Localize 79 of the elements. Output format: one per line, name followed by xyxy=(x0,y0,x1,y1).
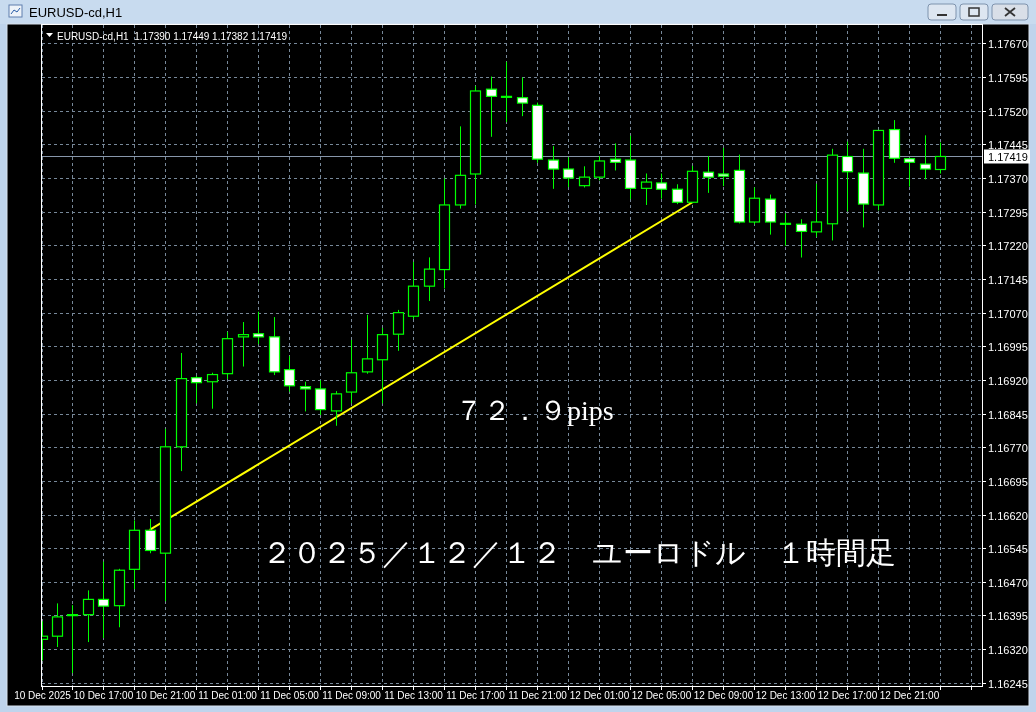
candlestick xyxy=(392,309,405,351)
candlestick xyxy=(717,147,730,187)
y-tick-label: 1.16920 xyxy=(988,374,1028,387)
x-tick-label: 11 Dec 09:00 xyxy=(322,690,382,701)
candlestick xyxy=(51,603,64,648)
candlestick xyxy=(299,381,312,412)
y-tick-label: 1.16545 xyxy=(988,542,1028,555)
y-tick-label: 1.17520 xyxy=(988,105,1028,118)
candlestick xyxy=(345,339,358,404)
y-tick-label: 1.17370 xyxy=(988,172,1028,185)
y-tick-label: 1.17595 xyxy=(988,71,1028,84)
candlestick xyxy=(671,184,684,205)
candlestick xyxy=(206,372,219,409)
candlestick xyxy=(144,519,157,554)
y-tick-label: 1.17445 xyxy=(988,138,1028,151)
x-tick-label: 11 Dec 01:00 xyxy=(198,690,258,701)
x-tick-label: 12 Dec 13:00 xyxy=(755,690,816,701)
x-tick-label: 10 Dec 17:00 xyxy=(73,690,134,701)
x-tick-label: 10 Dec 2025 xyxy=(14,690,72,701)
x-tick-label: 12 Dec 09:00 xyxy=(693,690,754,701)
annotation: ２０２５／１２／１２ ユーロドル １時間足 xyxy=(262,536,896,569)
candlestick xyxy=(810,183,823,237)
y-tick-label: 1.17145 xyxy=(988,273,1028,286)
candlestick xyxy=(330,391,343,426)
candlestick xyxy=(903,157,916,187)
ref-line-label: 1.17419 xyxy=(988,150,1028,163)
x-tick-label: 12 Dec 05:00 xyxy=(631,690,692,701)
candlestick xyxy=(283,356,296,392)
candlestick xyxy=(562,157,575,188)
y-tick-label: 1.17220 xyxy=(988,239,1028,252)
x-tick-label: 11 Dec 17:00 xyxy=(446,690,506,701)
y-tick-label: 1.17295 xyxy=(988,206,1028,219)
y-tick-label: 1.16620 xyxy=(988,509,1028,522)
y-tick-label: 1.16245 xyxy=(988,677,1028,690)
candlestick xyxy=(578,166,591,188)
candlestick xyxy=(795,219,808,258)
candlestick xyxy=(609,143,622,171)
y-tick-label: 1.16695 xyxy=(988,475,1028,488)
text: EURUSD-cd,H1 1.17390 1.17449 1.17382 1.17419 xyxy=(57,31,288,42)
candlestick xyxy=(841,141,854,212)
x-tick-label: 11 Dec 13:00 xyxy=(384,690,444,701)
candlestick xyxy=(190,375,203,404)
y-tick-label: 1.16845 xyxy=(988,408,1028,421)
candlestick xyxy=(423,257,436,302)
candlestick xyxy=(764,194,777,235)
y-tick-label: 1.17670 xyxy=(988,37,1028,50)
candlestick xyxy=(547,146,560,189)
y-tick-label: 1.17070 xyxy=(988,307,1028,320)
candlestick xyxy=(934,142,947,174)
x-tick-label: 11 Dec 21:00 xyxy=(508,690,568,701)
candlestick xyxy=(655,173,668,199)
x-tick-label: 11 Dec 05:00 xyxy=(260,690,320,701)
y-tick-label: 1.16395 xyxy=(988,609,1028,622)
candlestick xyxy=(640,173,653,205)
candlestick xyxy=(593,155,606,181)
candlestick xyxy=(748,187,761,225)
x-tick-label: 10 Dec 21:00 xyxy=(135,690,196,701)
candlestick xyxy=(314,380,327,416)
candlestick xyxy=(500,61,513,122)
candlestick xyxy=(237,322,250,367)
annotation: ７２．９pips xyxy=(455,395,614,426)
candlestick xyxy=(485,76,498,137)
y-tick-label: 1.16770 xyxy=(988,441,1028,454)
candlestick xyxy=(919,135,932,180)
chart-title: EURUSD-cd,H1 xyxy=(29,5,123,20)
candlestick xyxy=(516,77,529,117)
candlestick xyxy=(252,311,265,345)
candlestick xyxy=(361,314,374,374)
y-tick-label: 1.16995 xyxy=(988,340,1028,353)
y-tick-label: 1.16470 xyxy=(988,576,1028,589)
candlestick xyxy=(779,213,792,246)
candlestick xyxy=(82,590,95,643)
y-tick-label: 1.16320 xyxy=(988,643,1028,656)
x-tick-label: 12 Dec 01:00 xyxy=(569,690,630,701)
candlestick xyxy=(66,605,79,674)
candlestick xyxy=(702,155,715,193)
x-tick-label: 12 Dec 21:00 xyxy=(879,690,940,701)
x-tick-label: 12 Dec 17:00 xyxy=(817,690,878,701)
candlestick xyxy=(97,561,110,639)
